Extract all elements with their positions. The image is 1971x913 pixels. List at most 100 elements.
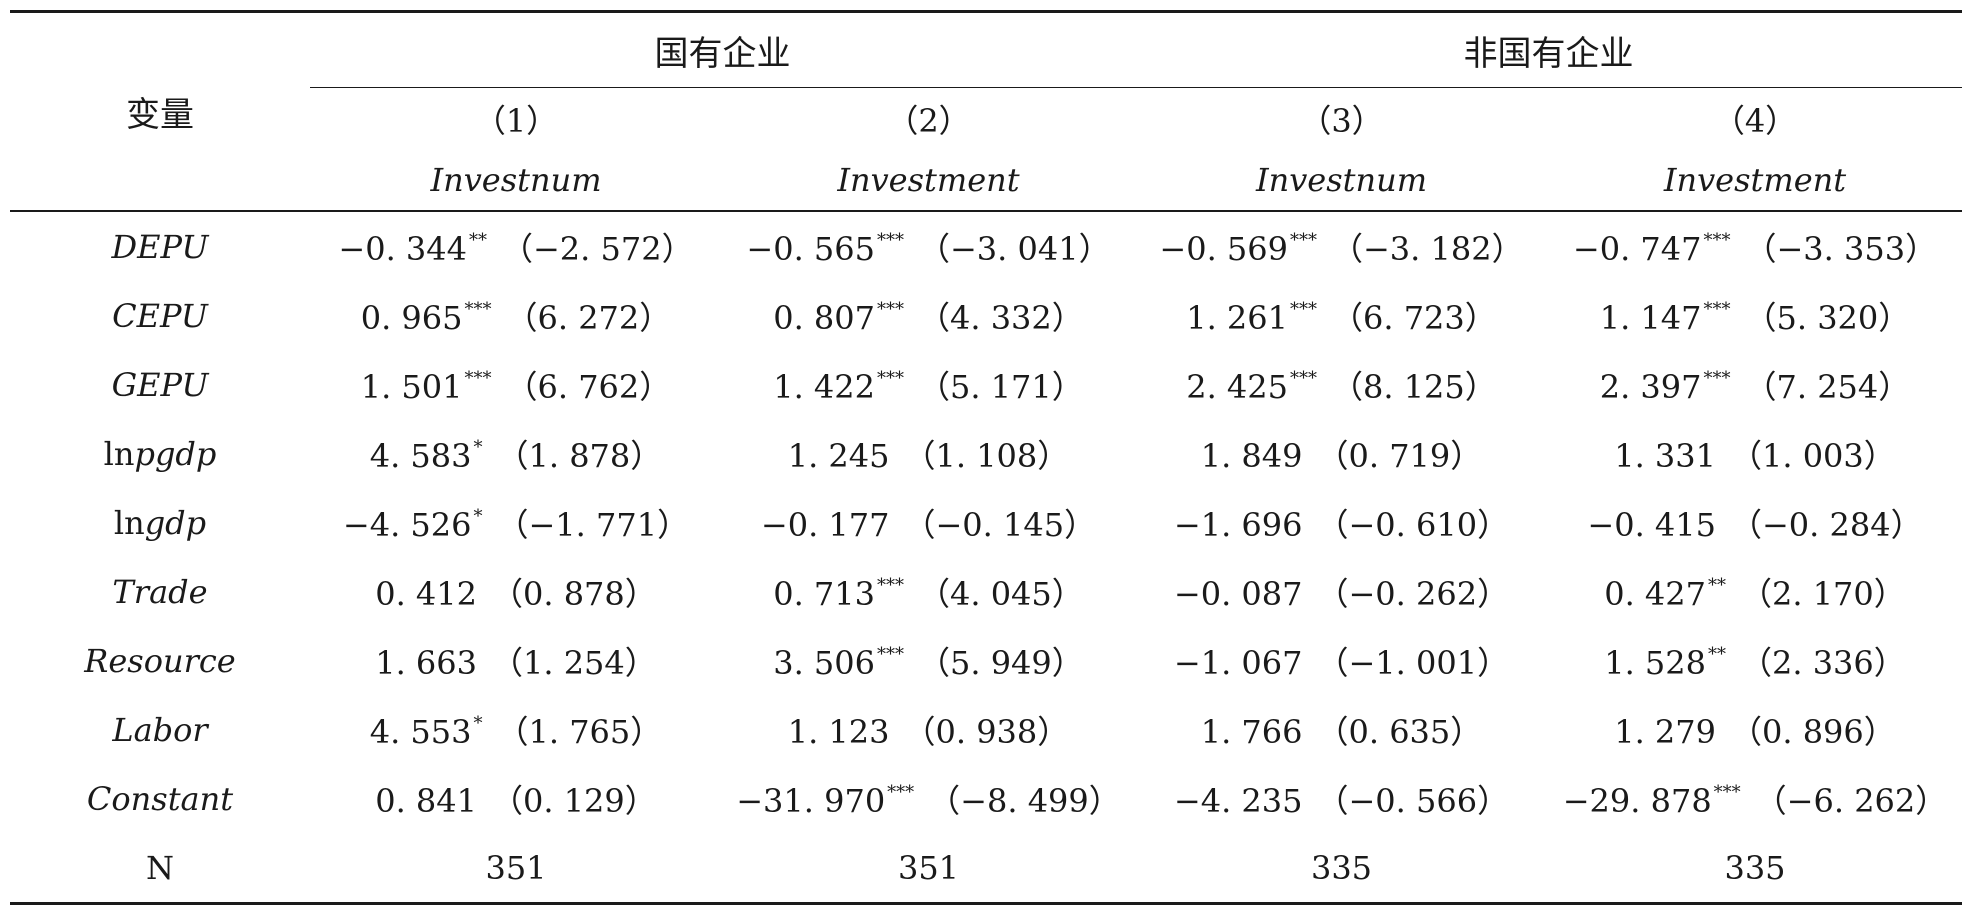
coefficient-value: 1. 261 xyxy=(1186,298,1288,337)
dependent-variable: Investment xyxy=(837,161,1020,199)
coefficient-value: 1. 663 xyxy=(375,643,477,682)
coefficient-cell: −29. 878 *** （−6. 262） xyxy=(1548,764,1962,833)
table-row: Trade 0. 412 （0. 878） 0. 713 *** （4. 045） −0. … xyxy=(10,557,1962,626)
t-statistic: （8. 125） xyxy=(1330,367,1497,406)
coefficient-value: 0. 965 xyxy=(360,298,463,337)
coefficient-cell: −1. 067 （−1. 001） xyxy=(1135,626,1548,695)
coefficient-value: −0. 087 xyxy=(1173,574,1303,613)
variable-label: GEPU xyxy=(111,365,209,404)
significance-stars: * xyxy=(473,712,483,734)
dependent-variable: Investnum xyxy=(1255,161,1428,199)
coefficient-cell: −0. 177 （−0. 145） xyxy=(722,488,1135,557)
coefficient-value: −29. 878 xyxy=(1562,781,1712,820)
coefficient-value: 0. 841 xyxy=(375,781,477,820)
significance-stars: *** xyxy=(464,298,492,320)
significance-stars: *** xyxy=(1289,229,1317,251)
coefficient-cell: 3. 506 *** （5. 949） xyxy=(722,626,1135,695)
t-statistic: （1. 108） xyxy=(903,436,1070,475)
t-statistic: （0. 719） xyxy=(1316,436,1483,475)
coefficient-value: −0. 344 xyxy=(338,229,467,268)
coefficient-value: −0. 177 xyxy=(760,505,890,544)
significance-stars: * xyxy=(473,436,483,458)
t-statistic: （0. 896） xyxy=(1729,712,1896,751)
t-statistic: （4. 045） xyxy=(917,574,1084,613)
column-number: （2） xyxy=(722,87,1135,150)
t-statistic: （−8. 499） xyxy=(928,781,1121,820)
t-statistic: （6. 723） xyxy=(1330,298,1497,337)
table-row: lnpgdp 4. 583 * （1. 878） 1. 245 （1. 108） 1. 84… xyxy=(10,419,1962,488)
group-header-soe-label: 国有企业 xyxy=(654,33,791,74)
t-statistic: （−0. 145） xyxy=(903,505,1097,544)
column-number: （4） xyxy=(1548,87,1962,150)
coefficient-cell: 1. 849 （0. 719） xyxy=(1135,419,1548,488)
significance-stars: *** xyxy=(1713,781,1741,803)
dependent-variable: Investment xyxy=(1663,161,1847,199)
coefficient-value: −0. 747 xyxy=(1572,229,1702,268)
coefficient-value: 1. 123 xyxy=(787,712,890,751)
variable-label: Labor xyxy=(112,710,208,749)
t-statistic: （1. 878） xyxy=(496,436,663,475)
significance-stars: *** xyxy=(1703,367,1731,389)
coefficient-cell: −31. 970 *** （−8. 499） xyxy=(722,764,1135,833)
coefficient-value: 1. 501 xyxy=(360,367,463,406)
coefficient-value: −0. 565 xyxy=(746,229,875,268)
coefficient-value: −0. 569 xyxy=(1159,229,1288,268)
coefficient-value: 1. 849 xyxy=(1200,436,1303,475)
t-statistic: （6. 762） xyxy=(505,367,672,406)
significance-stars: *** xyxy=(876,643,904,665)
t-statistic: （6. 272） xyxy=(505,298,672,337)
t-statistic: （−2. 572） xyxy=(500,229,694,268)
significance-stars: ** xyxy=(1707,643,1726,665)
coefficient-value: −1. 067 xyxy=(1173,643,1303,682)
coefficient-cell: 4. 553 * （1. 765） xyxy=(310,695,722,764)
t-statistic: （−0. 610） xyxy=(1316,505,1510,544)
group-header-non-soe: 非国有企业 xyxy=(1135,12,1962,88)
coefficient-cell: 0. 965 *** （6. 272） xyxy=(310,281,722,350)
coefficient-cell: 1. 422 *** （5. 171） xyxy=(722,350,1135,419)
coefficient-cell: 1. 331 （1. 003） xyxy=(1548,419,1962,488)
t-statistic: （0. 635） xyxy=(1316,712,1483,751)
t-statistic: （4. 332） xyxy=(917,298,1084,337)
t-statistic: （−1. 771） xyxy=(496,505,690,544)
variable-label: pgdp xyxy=(134,434,217,473)
t-statistic: （0. 878） xyxy=(490,574,657,613)
observations-label: N xyxy=(146,848,174,887)
t-statistic: （−6. 262） xyxy=(1754,781,1948,820)
significance-stars: *** xyxy=(876,298,904,320)
column-number: （1） xyxy=(310,87,722,150)
observations-value: 351 xyxy=(897,848,960,887)
significance-stars: *** xyxy=(876,574,904,596)
table-row: lngdp −4. 526 * （−1. 771） −0. 177 （−0. 145） −1… xyxy=(10,488,1962,557)
t-statistic: （0. 938） xyxy=(903,712,1070,751)
column-number: （3） xyxy=(1135,87,1548,150)
variable-prefix: ln xyxy=(113,503,145,542)
significance-stars: *** xyxy=(1289,367,1317,389)
coefficient-value: 2. 397 xyxy=(1599,367,1702,406)
coefficient-value: 1. 279 xyxy=(1614,712,1716,751)
variable-label: Resource xyxy=(84,641,236,680)
significance-stars: *** xyxy=(876,367,904,389)
coefficient-cell: 0. 427 ** （2. 170） xyxy=(1548,557,1962,626)
coefficient-value: 0. 412 xyxy=(375,574,477,613)
variable-label: Trade xyxy=(112,572,208,611)
table-row: Constant 0. 841 （0. 129） −31. 970 *** （−8. 49… xyxy=(10,764,1962,833)
coefficient-cell: 1. 123 （0. 938） xyxy=(722,695,1135,764)
t-statistic: （1. 003） xyxy=(1729,436,1896,475)
coefficient-cell: −0. 565 *** （−3. 041） xyxy=(722,211,1135,281)
variable-name: DEPU xyxy=(10,211,310,281)
coefficient-cell: 0. 412 （0. 878） xyxy=(310,557,722,626)
coefficient-cell: 1. 766 （0. 635） xyxy=(1135,695,1548,764)
t-statistic: （7. 254） xyxy=(1744,367,1911,406)
significance-stars: *** xyxy=(876,229,904,251)
coefficient-value: −4. 235 xyxy=(1173,781,1303,820)
coefficient-cell: 4. 583 * （1. 878） xyxy=(310,419,722,488)
variable-name: Resource xyxy=(10,626,310,695)
coefficient-value: −1. 696 xyxy=(1173,505,1303,544)
coefficient-cell: 0. 713 *** （4. 045） xyxy=(722,557,1135,626)
significance-stars: ** xyxy=(1707,574,1726,596)
t-statistic: （−3. 182） xyxy=(1330,229,1524,268)
group-header-non-soe-label: 非国有企业 xyxy=(1463,33,1634,74)
header-row-groups: 变量 国有企业 非国有企业 xyxy=(10,11,1962,135)
significance-stars: *** xyxy=(1703,298,1731,320)
coefficient-value: 1. 422 xyxy=(773,367,875,406)
